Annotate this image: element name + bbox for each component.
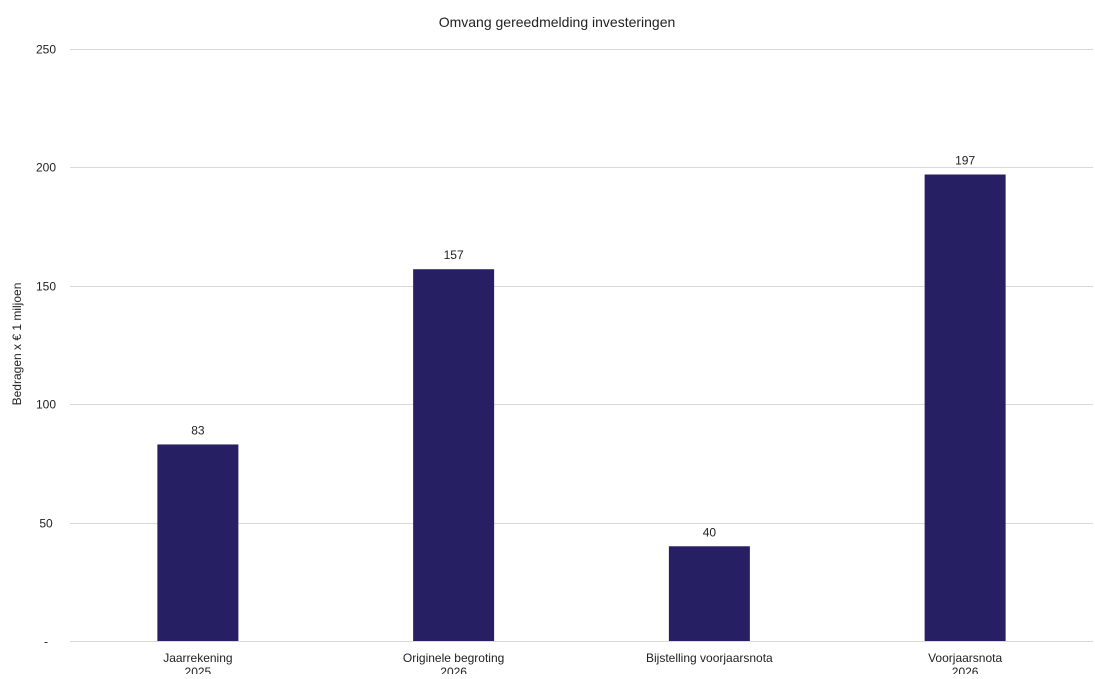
data-labels: 83 157 40 197 [191,154,975,540]
bar [924,174,1006,641]
y-tick-label: 250 [36,43,56,57]
y-tick-label: 150 [36,280,56,294]
chart-title: Omvang gereedmelding investeringen [439,14,676,30]
x-tick-label: Bijstelling voorjaarsnota [646,651,773,665]
x-tick-label: Voorjaarsnota [928,651,1002,665]
y-axis-ticks: - 50 100 150 200 250 [36,43,56,649]
y-tick-label: 200 [36,161,56,175]
x-tick-label: 2026 [952,665,979,674]
x-tick-label: 2026 [440,665,467,674]
x-tick-label: 2025 [185,665,212,674]
bar [413,269,495,641]
gridlines [70,49,1093,642]
y-tick-label: - [44,635,48,649]
data-label: 40 [703,525,717,539]
data-label: 157 [444,248,464,262]
data-label: 83 [191,423,205,437]
bars [157,174,1006,641]
y-axis-label: Bedragen x € 1 miljoen [10,283,24,406]
x-tick-label: Jaarrekening [163,651,232,665]
y-tick-label: 50 [39,517,53,531]
y-tick-label: 100 [36,398,56,412]
bar [668,546,750,641]
x-tick-label: Originele begroting [403,651,504,665]
bar [157,444,239,641]
data-label: 197 [955,154,975,168]
